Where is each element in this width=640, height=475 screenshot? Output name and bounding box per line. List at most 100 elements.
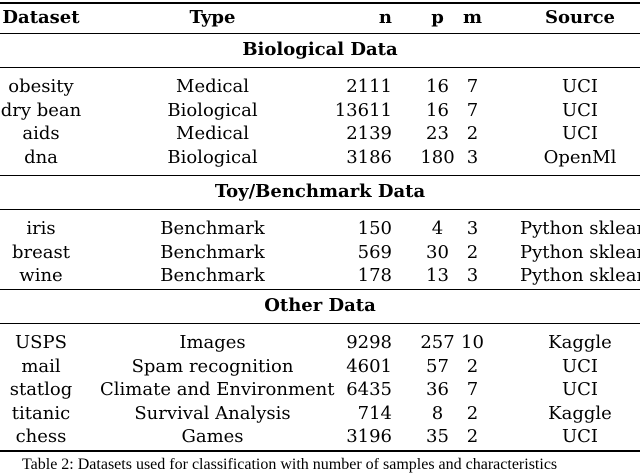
cell: Type xyxy=(189,7,236,28)
cell: obesity xyxy=(8,76,74,97)
cell: UCI xyxy=(561,99,599,121)
table-rule xyxy=(0,67,640,68)
cell: 3196 xyxy=(346,426,392,447)
cell: 9298 xyxy=(346,332,392,353)
table-row: mail Spam recognition 4601 57 2 UCI xyxy=(0,355,640,379)
cell: UCI xyxy=(561,379,599,400)
cell: Python sklearn xyxy=(520,218,640,239)
table-row: breast Benchmark 569 30 2 Python sklearn xyxy=(0,241,640,265)
cell: 4601 xyxy=(346,355,392,377)
table-caption: Table 2: Datasets used for classificatio… xyxy=(22,456,558,473)
cell: 7 xyxy=(466,379,479,400)
cell: titanic xyxy=(11,402,71,424)
cell: 6435 xyxy=(346,379,392,400)
cell: 10 xyxy=(461,332,484,353)
table-row: chess Games 3196 35 2 UCI xyxy=(0,425,640,449)
cell: 3 xyxy=(466,146,479,168)
table-rule xyxy=(0,289,640,290)
cell: 16 xyxy=(426,76,449,97)
cell: chess xyxy=(15,426,67,447)
cell: 569 xyxy=(357,241,392,263)
table-rule xyxy=(0,33,640,34)
header-row: Dataset Type n p m Source xyxy=(0,6,640,30)
cell: Images xyxy=(179,332,246,353)
cell: 2139 xyxy=(346,123,392,144)
cell: 4 xyxy=(431,218,444,239)
cell: UCI xyxy=(561,76,599,97)
cell: Games xyxy=(181,426,244,447)
table-rule xyxy=(0,209,640,210)
cell: Survival Analysis xyxy=(134,402,291,424)
cell: Benchmark xyxy=(160,265,265,286)
cell: UCI xyxy=(561,123,599,144)
table-row: obesity Medical 2111 16 7 UCI xyxy=(0,75,640,99)
table-row: titanic Survival Analysis 714 8 2 Kaggle xyxy=(0,402,640,426)
cell: wine xyxy=(19,265,63,286)
cell: 150 xyxy=(357,218,392,239)
cell: 8 xyxy=(431,402,444,424)
cell: 57 xyxy=(426,355,449,377)
cell: 7 xyxy=(466,76,479,97)
cell: 2 xyxy=(466,426,479,447)
cell: Python sklearn xyxy=(520,241,640,263)
cell: dna xyxy=(24,146,58,168)
cell: 2 xyxy=(466,402,479,424)
cell: Kaggle xyxy=(548,332,612,353)
table-row: wine Benchmark 178 13 3 Python sklearn xyxy=(0,264,640,288)
table-row: statlog Climate and Environment 6435 36 7 UCI xyxy=(0,378,640,402)
cell: OpenMl xyxy=(543,146,617,168)
cell: 180 xyxy=(420,146,455,168)
cell: n xyxy=(378,7,392,28)
cell: 2 xyxy=(466,123,479,144)
section-heading: Other Data xyxy=(264,295,376,316)
cell: statlog xyxy=(9,379,73,400)
table-rule xyxy=(0,175,640,176)
cell: dry bean xyxy=(0,99,82,121)
cell: breast xyxy=(12,241,70,263)
table-row: USPS Images 9298 257 10 Kaggle xyxy=(0,331,640,355)
table-rule xyxy=(0,323,640,324)
cell: 36 xyxy=(426,379,449,400)
cell: 35 xyxy=(426,426,449,447)
cell: Benchmark xyxy=(160,241,265,263)
cell: Python sklearn xyxy=(520,265,640,286)
cell: 2 xyxy=(466,355,479,377)
cell: aids xyxy=(22,123,60,144)
cell: 3 xyxy=(466,265,479,286)
cell: Source xyxy=(545,7,615,28)
cell: Spam recognition xyxy=(131,355,294,377)
table-rule xyxy=(0,2,640,4)
table-row: iris Benchmark 150 4 3 Python sklearn xyxy=(0,217,640,241)
cell: iris xyxy=(26,218,56,239)
cell: 2 xyxy=(466,241,479,263)
cell: 30 xyxy=(426,241,449,263)
cell: 23 xyxy=(426,123,449,144)
cell: Dataset xyxy=(2,7,80,28)
cell: Biological xyxy=(167,146,258,168)
table-rule xyxy=(0,450,640,452)
cell: 178 xyxy=(357,265,392,286)
cell: m xyxy=(462,7,483,28)
cell: 714 xyxy=(357,402,392,424)
cell: 13611 xyxy=(334,99,392,121)
cell: Medical xyxy=(176,123,249,144)
cell: 16 xyxy=(426,99,449,121)
cell: Kaggle xyxy=(548,402,612,424)
cell: USPS xyxy=(15,332,67,353)
cell: UCI xyxy=(561,355,599,377)
section-heading: Biological Data xyxy=(242,39,398,60)
section-heading: Toy/Benchmark Data xyxy=(214,181,426,202)
cell: Medical xyxy=(176,76,249,97)
cell: 7 xyxy=(466,99,479,121)
cell: mail xyxy=(21,355,61,377)
cell: UCI xyxy=(561,426,599,447)
table-row: dry bean Biological 13611 16 7 UCI xyxy=(0,99,640,123)
table-row: dna Biological 3186 180 3 OpenMl xyxy=(0,146,640,170)
cell: 3 xyxy=(466,218,479,239)
cell: Benchmark xyxy=(160,218,265,239)
table-row: aids Medical 2139 23 2 UCI xyxy=(0,122,640,146)
cell: 3186 xyxy=(346,146,392,168)
cell: Climate and Environment xyxy=(100,379,335,400)
cell: 2111 xyxy=(346,76,392,97)
cell: 13 xyxy=(426,265,449,286)
